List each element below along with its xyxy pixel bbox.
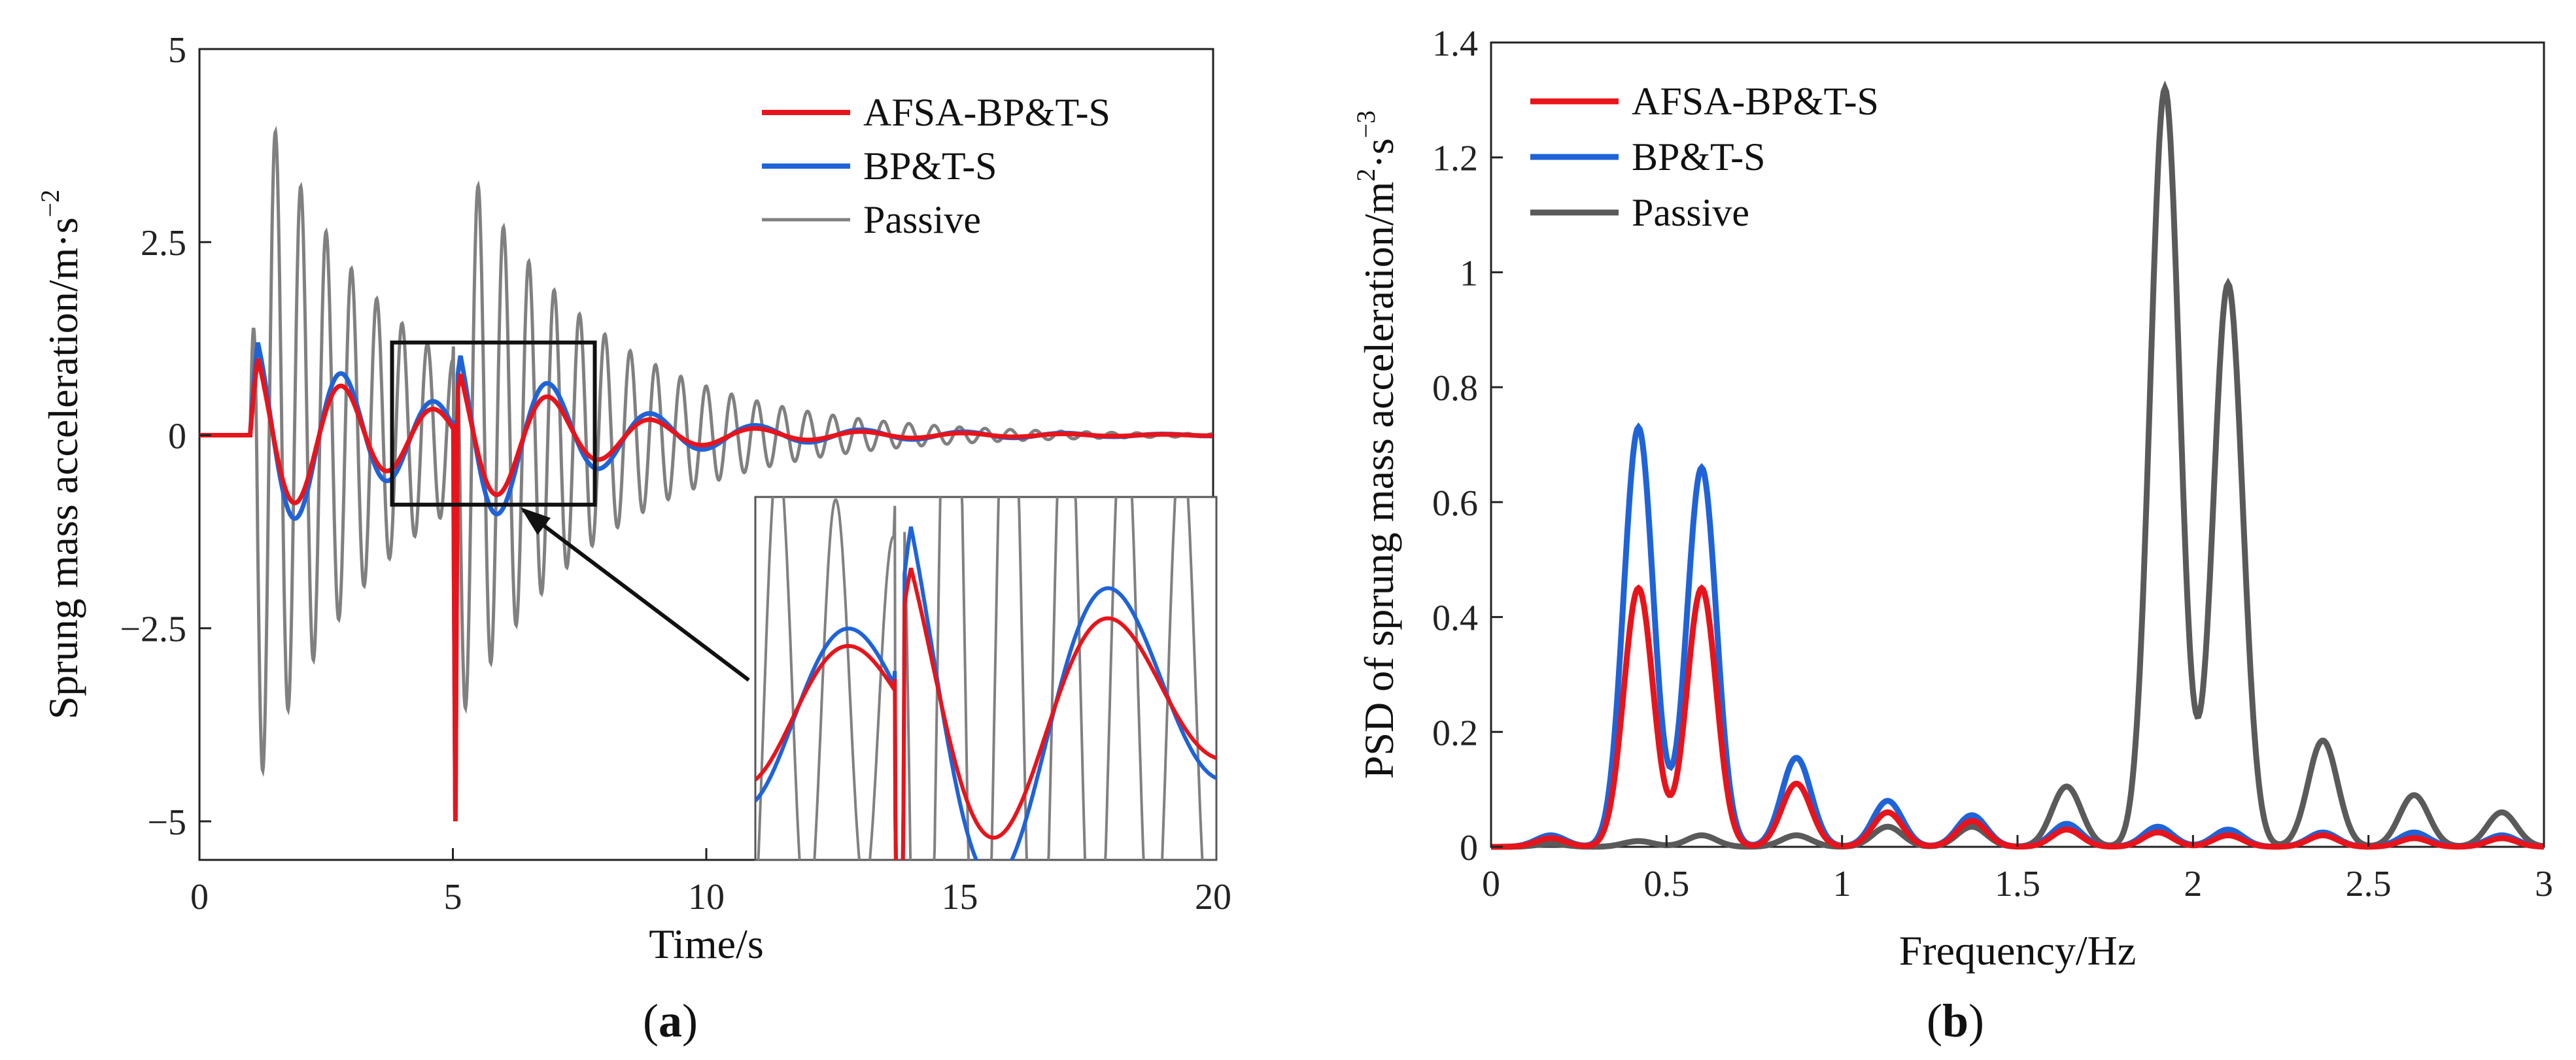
panel-a-legend-label: Passive	[863, 198, 981, 241]
panel-a-xtick-label: 10	[688, 877, 725, 917]
panel-a-ytick-label: 2.5	[141, 223, 186, 264]
panel-b: 0 0.5 1 1.5 2 2.5 3 0 0.2 0.4 0.6 0.8 1 1.2 1.4 Frequ…	[1351, 24, 2553, 1047]
panel-a-zoom-arrow	[522, 508, 750, 682]
panel-b-xlabel: Frequency/Hz	[1899, 927, 2137, 974]
panel-b-xtick-label: 0.5	[1643, 864, 1689, 904]
panel-a: 0 5 10 15 20 5 2.5 0 −2.5 −5 Time/s Sprung mass …	[35, 30, 1231, 1047]
panel-a-ytick-label: 5	[168, 30, 186, 71]
panel-b-xtick-label: 3	[2535, 864, 2553, 904]
panel-a-legend-label: BP&T-S	[863, 145, 997, 188]
panel-a-zoom	[390, 340, 1218, 861]
panel-b-xtick-label: 1.5	[1995, 864, 2040, 904]
panel-b-legend-label: BP&T-S	[1632, 135, 1766, 179]
panel-a-xticks: 0 5 10 15 20	[190, 848, 1231, 917]
panel-b-legend: AFSA-BP&T-S BP&T-S Passive	[1530, 80, 1879, 234]
panel-a-xlabel: Time/s	[649, 921, 764, 967]
panel-b-ytick-label: 1	[1460, 253, 1478, 294]
panel-a-inset-box	[754, 496, 1218, 861]
panel-b-ytick-label: 0.4	[1432, 598, 1478, 639]
panel-b-xticks: 0 0.5 1 1.5 2 2.5 3	[1482, 835, 2553, 904]
panel-a-yticks: 5 2.5 0 −2.5 −5	[120, 30, 211, 843]
panel-a-ytick-label: 0	[168, 416, 186, 456]
panel-a-xtick-label: 5	[444, 877, 462, 917]
panel-a-inset-series-bpts	[755, 526, 1216, 860]
panel-b-legend-label: Passive	[1632, 191, 1749, 234]
panel-b-ytick-label: 0.6	[1432, 483, 1478, 524]
panel-a-xtick-label: 0	[190, 877, 209, 917]
panel-a-zoom-box	[390, 340, 597, 507]
panel-a-inset-series-passive	[757, 497, 1204, 860]
panel-a-caption: (a)	[643, 995, 698, 1047]
panel-a-zoom-arrowhead	[521, 507, 551, 535]
panel-a-plot-area	[199, 126, 1213, 822]
panel-b-xtick-label: 0	[1482, 864, 1500, 904]
panel-a-inset-plot	[755, 497, 1216, 860]
panel-a-xtick-label: 20	[1195, 877, 1231, 917]
panel-b-yticks: 0 0.2 0.4 0.6 0.8 1 1.2 1.4	[1432, 24, 1503, 868]
panel-a-legend: AFSA-BP&T-S BP&T-S Passive	[762, 91, 1110, 241]
panel-b-caption: (b)	[1927, 995, 1984, 1047]
panel-b-ytick-label: 1.4	[1432, 24, 1478, 64]
panel-b-ytick-label: 0.8	[1432, 368, 1478, 409]
panel-a-ylabel: Sprung mass acceleration/m·s−2	[35, 190, 86, 719]
panel-a-inset-series-afsa	[755, 568, 1216, 860]
panel-b-ytick-label: 1.2	[1432, 139, 1478, 179]
panel-b-ytick-label: 0.2	[1432, 713, 1478, 753]
panel-b-xtick-label: 2	[2184, 864, 2202, 904]
panel-a-series-afsa	[199, 358, 1213, 822]
panel-a-xtick-label: 15	[942, 877, 978, 917]
panel-b-xtick-label: 2.5	[2346, 864, 2392, 904]
panel-b-legend-label: AFSA-BP&T-S	[1632, 80, 1879, 123]
panel-b-ytick-label: 0	[1460, 828, 1478, 868]
panel-a-ytick-label: −2.5	[120, 609, 186, 650]
panel-b-axes-box	[1490, 41, 2545, 848]
panel-a-ytick-label: −5	[147, 802, 186, 843]
panel-a-legend-label: AFSA-BP&T-S	[863, 91, 1110, 134]
panel-b-ylabel: PSD of sprung mass acceleration/m2·s−3	[1351, 111, 1402, 779]
panel-b-xtick-label: 1	[1833, 864, 1851, 904]
